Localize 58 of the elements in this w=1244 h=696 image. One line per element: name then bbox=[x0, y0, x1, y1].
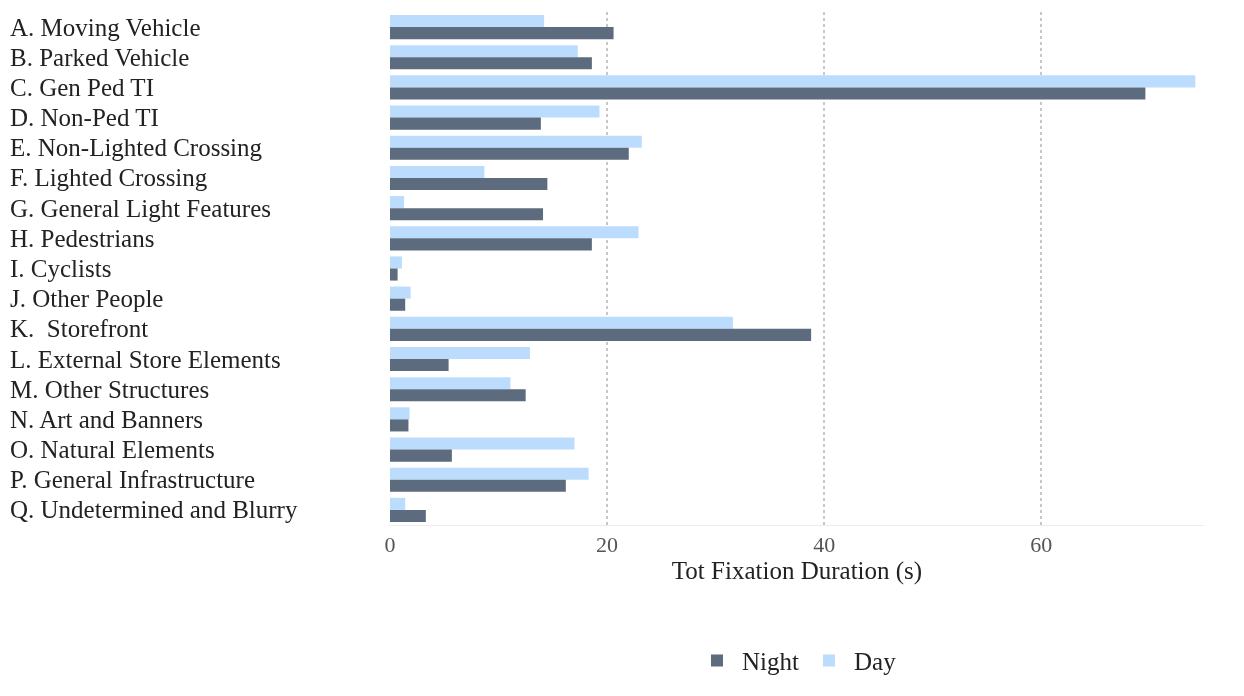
x-tick-label: 20 bbox=[596, 532, 619, 558]
bar bbox=[390, 208, 544, 221]
bar bbox=[390, 15, 545, 28]
bar bbox=[390, 359, 449, 372]
y-tick-label: M. Other Structures bbox=[10, 376, 210, 403]
y-tick-label: E. Non-Lighted Crossing bbox=[10, 134, 263, 161]
bar bbox=[390, 177, 548, 191]
bar bbox=[390, 437, 575, 450]
y-tick-label: B. Parked Vehicle bbox=[10, 44, 190, 71]
y-tick-label: Q. Undetermined and Blurry bbox=[10, 496, 298, 523]
y-tick-label: F. Lighted Crossing bbox=[10, 164, 208, 191]
bar bbox=[390, 328, 812, 341]
bar bbox=[390, 238, 592, 251]
bar bbox=[390, 27, 614, 40]
legend-label: Night bbox=[742, 648, 799, 676]
bar bbox=[390, 147, 629, 160]
y-tick-label: A. Moving Vehicle bbox=[10, 14, 201, 41]
bar bbox=[390, 165, 485, 178]
bar bbox=[390, 479, 566, 492]
x-tick-label: 60 bbox=[1030, 532, 1053, 558]
bar bbox=[390, 509, 426, 522]
bar bbox=[390, 377, 511, 390]
y-tick-label: J. Other People bbox=[10, 285, 164, 312]
bar bbox=[390, 497, 406, 510]
bar bbox=[390, 389, 526, 402]
bar bbox=[390, 87, 1146, 100]
bar bbox=[390, 286, 411, 299]
y-tick-label: O. Natural Elements bbox=[10, 436, 215, 463]
bar bbox=[390, 196, 405, 209]
bar bbox=[390, 316, 733, 329]
bar bbox=[390, 226, 639, 239]
y-tick-label: N. Art and Banners bbox=[10, 406, 204, 433]
bar bbox=[390, 75, 1196, 88]
x-tick-label: 0 bbox=[384, 532, 396, 558]
legend-label: Day bbox=[854, 648, 897, 676]
bar bbox=[390, 346, 531, 360]
y-tick-label: L. External Store Elements bbox=[10, 346, 281, 373]
bar bbox=[390, 467, 589, 480]
x-axis-title: Tot Fixation Duration (s) bbox=[671, 557, 923, 586]
bar bbox=[390, 449, 452, 462]
y-tick-label: H. Pedestrians bbox=[10, 225, 155, 252]
bar bbox=[390, 419, 409, 432]
bar bbox=[390, 117, 541, 130]
bar bbox=[390, 407, 410, 420]
bar bbox=[390, 298, 406, 311]
y-tick-label: P. General Infrastructure bbox=[10, 466, 256, 493]
y-tick-label: G. General Light Features bbox=[10, 195, 272, 222]
bar bbox=[390, 105, 600, 118]
x-tick-label: 40 bbox=[813, 532, 836, 558]
y-tick-label: C. Gen Ped TI bbox=[10, 74, 154, 101]
bar bbox=[390, 268, 398, 281]
bar bbox=[390, 135, 642, 148]
bar bbox=[390, 45, 578, 58]
y-tick-label: I. Cyclists bbox=[10, 255, 112, 282]
bar bbox=[390, 57, 592, 70]
y-tick-label: K. Storefront bbox=[10, 315, 149, 342]
bar bbox=[390, 256, 402, 269]
y-tick-label: D. Non-Ped TI bbox=[10, 104, 159, 131]
